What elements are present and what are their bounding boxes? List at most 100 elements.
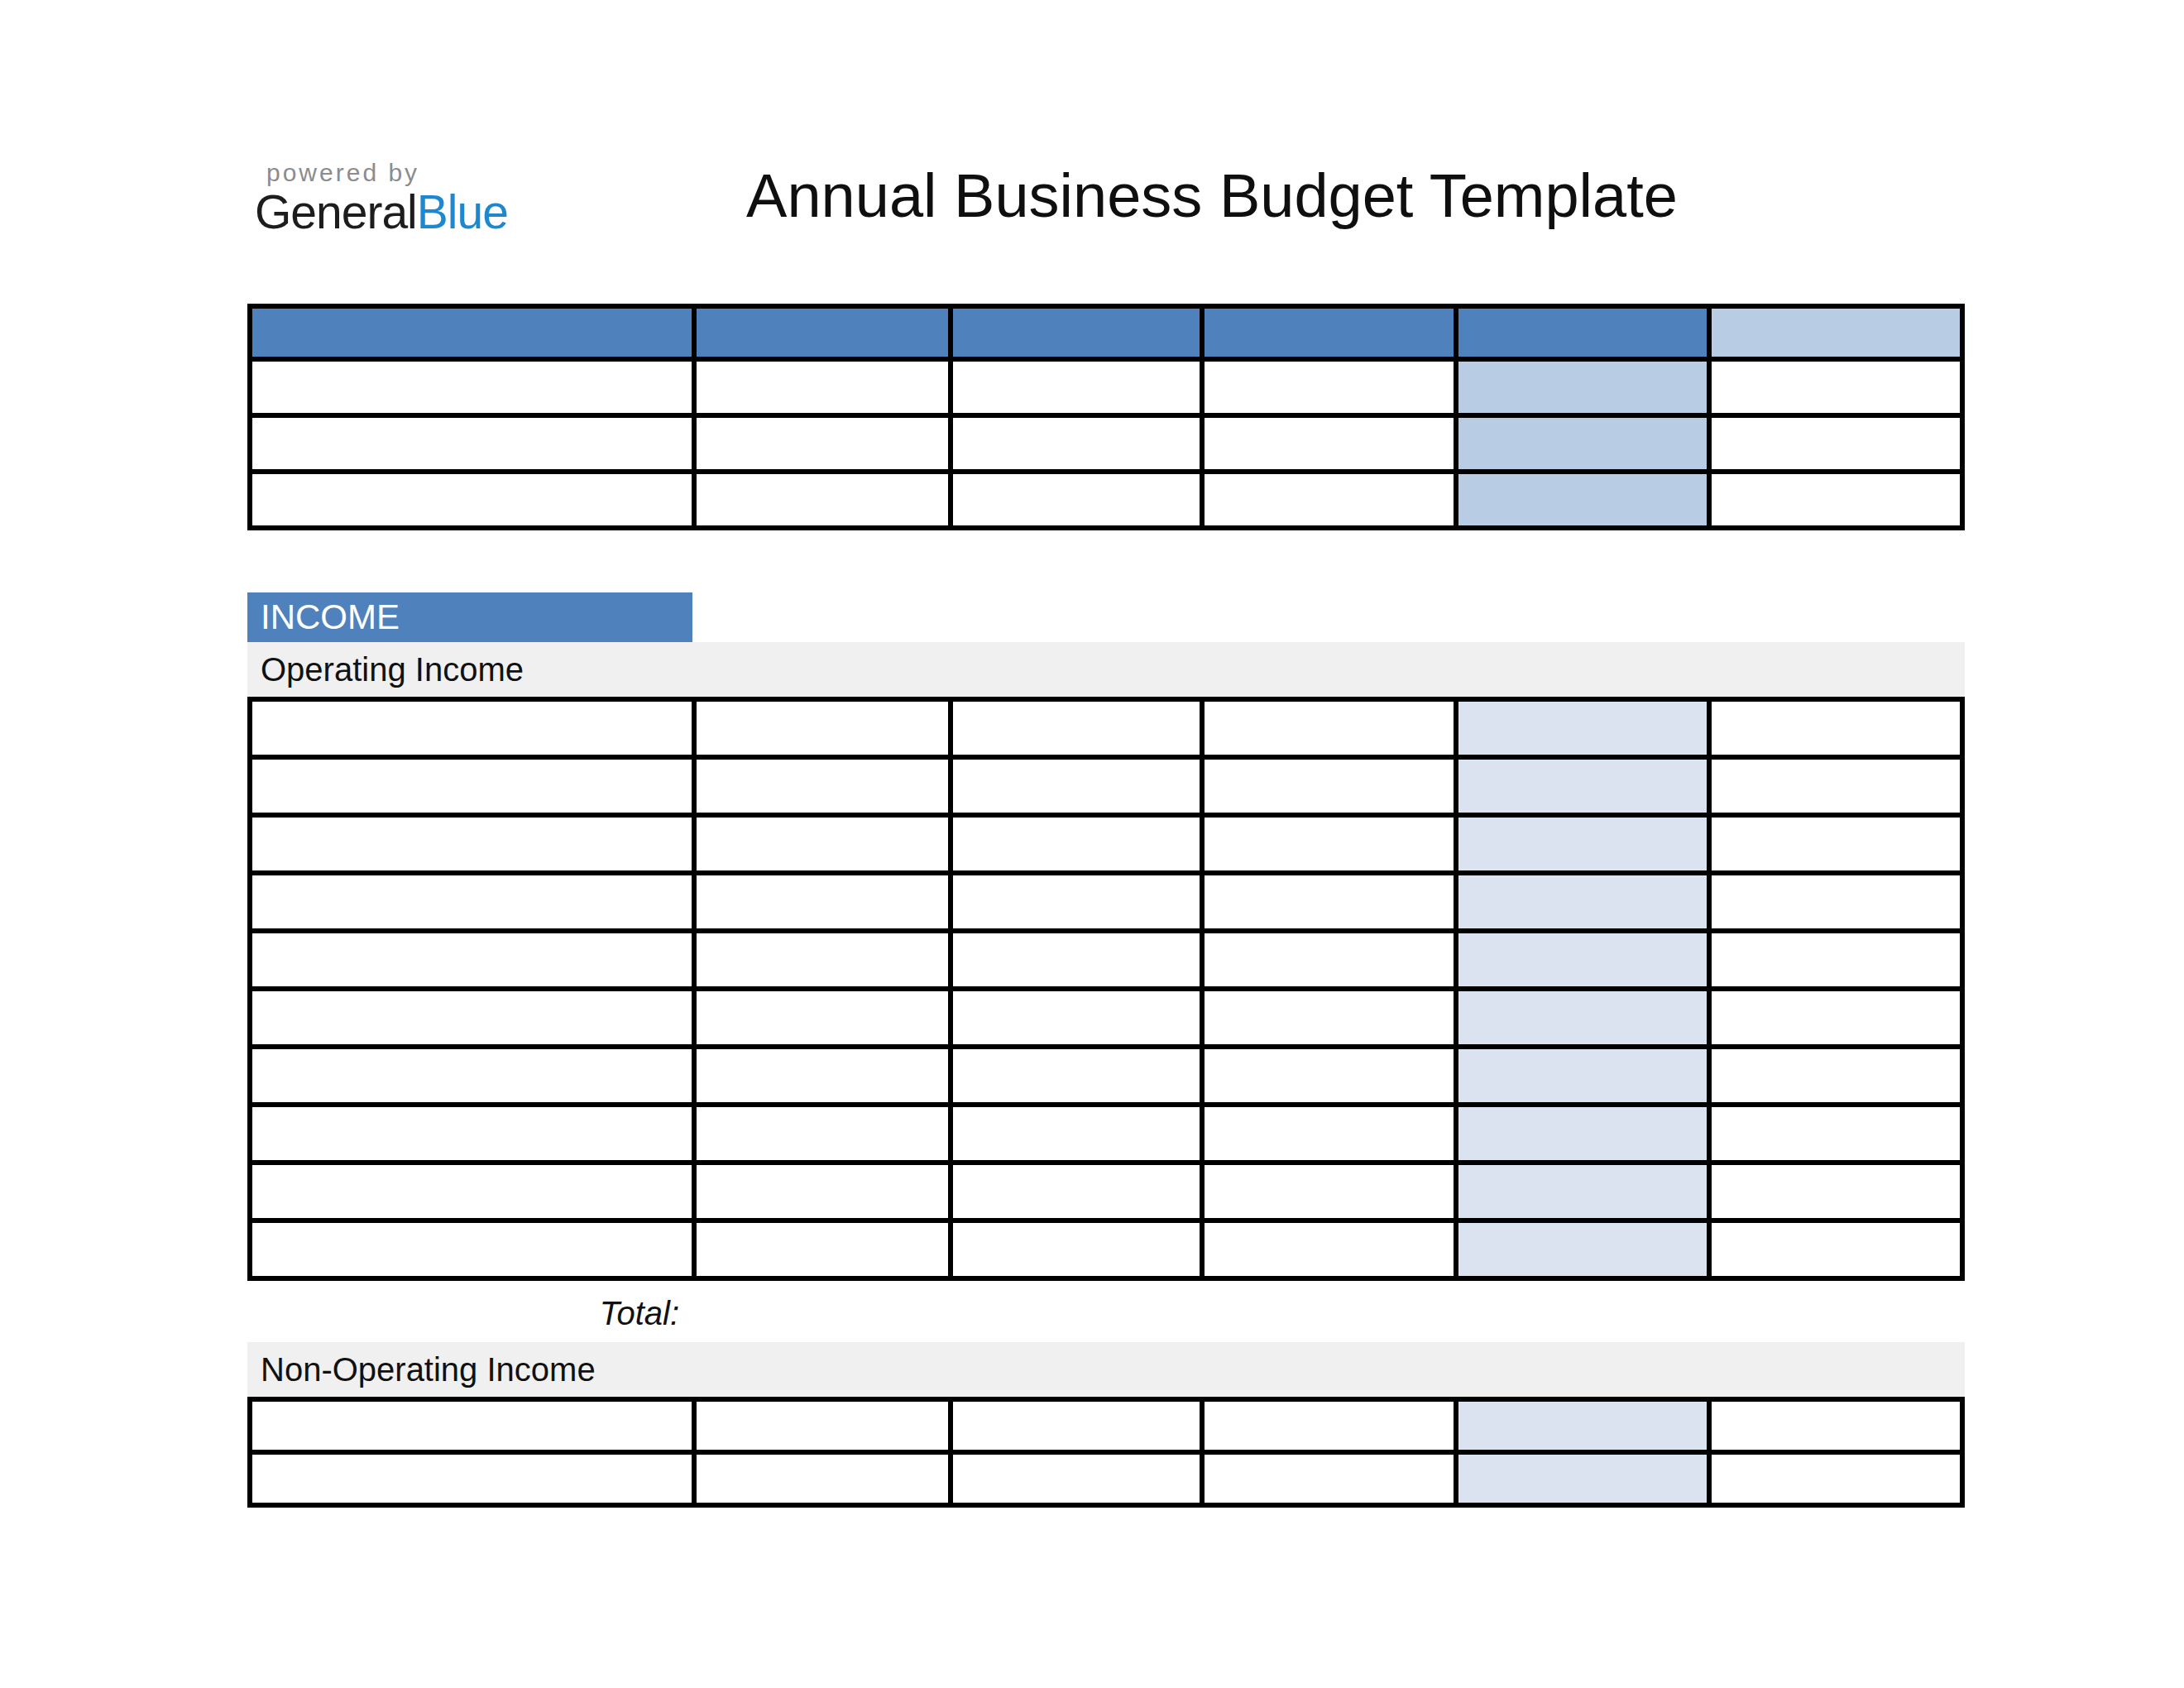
non-operating-income-cell[interactable] [953, 1455, 1200, 1503]
operating-income-cell[interactable] [1205, 1165, 1454, 1218]
summary-row-label [252, 418, 692, 469]
operating-income-cell[interactable] [1458, 1107, 1707, 1160]
summary-value-cell[interactable] [1712, 418, 1960, 469]
operating-income-cell[interactable] [697, 933, 948, 986]
summary-value-cell[interactable] [697, 362, 948, 413]
operating-income-cell[interactable] [1205, 760, 1454, 813]
non-operating-income-cell[interactable] [1712, 1455, 1960, 1503]
operating-income-cell[interactable] [697, 1223, 948, 1276]
operating-income-cell[interactable] [1712, 1049, 1960, 1102]
operating-income-cell[interactable] [697, 818, 948, 870]
operating-income-cell[interactable] [1712, 1165, 1960, 1218]
operating-income-cell[interactable] [252, 818, 692, 870]
income-section-header: INCOME [247, 592, 692, 642]
operating-income-cell[interactable] [252, 1165, 692, 1218]
operating-income-cell[interactable] [953, 818, 1200, 870]
operating-income-cell[interactable] [1458, 760, 1707, 813]
operating-income-cell[interactable] [697, 991, 948, 1044]
budget-template-page: powered by GeneralBlue Annual Business B… [0, 0, 2184, 1688]
operating-income-cell[interactable] [1712, 702, 1960, 755]
operating-income-cell[interactable] [1205, 1223, 1454, 1276]
summary-header-apr [1712, 309, 1960, 357]
operating-income-cell[interactable] [953, 1049, 1200, 1102]
summary-header-summary [252, 309, 692, 357]
non-operating-income-cell[interactable] [1205, 1402, 1454, 1450]
operating-income-cell[interactable] [1458, 818, 1707, 870]
non-operating-income-band: Non-Operating Income [247, 1342, 1965, 1397]
operating-income-cell[interactable] [252, 1049, 692, 1102]
operating-income-cell[interactable] [1712, 991, 1960, 1044]
operating-income-cell[interactable] [1205, 702, 1454, 755]
summary-value-cell[interactable] [697, 418, 948, 469]
summary-header-jan [697, 309, 948, 357]
operating-income-cell[interactable] [1205, 1107, 1454, 1160]
operating-income-cell[interactable] [953, 1107, 1200, 1160]
operating-income-cell[interactable] [1458, 933, 1707, 986]
operating-income-cell[interactable] [1458, 991, 1707, 1044]
operating-income-cell[interactable] [252, 875, 692, 928]
operating-income-cell[interactable] [252, 760, 692, 813]
operating-income-band: Operating Income [247, 642, 1965, 697]
brand-general-text: General [255, 185, 417, 238]
non-operating-income-cell[interactable] [697, 1455, 948, 1503]
summary-header-feb [953, 309, 1200, 357]
non-operating-income-cell[interactable] [1712, 1402, 1960, 1450]
operating-income-cell[interactable] [252, 991, 692, 1044]
operating-income-cell[interactable] [697, 702, 948, 755]
operating-income-cell[interactable] [953, 875, 1200, 928]
non-operating-income-cell[interactable] [1458, 1402, 1707, 1450]
operating-income-cell[interactable] [1205, 875, 1454, 928]
brand-wordmark: GeneralBlue [255, 187, 508, 237]
operating-income-cell[interactable] [252, 1107, 692, 1160]
operating-income-cell[interactable] [252, 1223, 692, 1276]
operating-income-cell[interactable] [1205, 818, 1454, 870]
operating-income-cell[interactable] [953, 933, 1200, 986]
summary-value-cell[interactable] [1205, 474, 1454, 525]
non-operating-income-cell[interactable] [252, 1402, 692, 1450]
operating-income-cell[interactable] [1458, 875, 1707, 928]
non-operating-income-cell[interactable] [953, 1402, 1200, 1450]
operating-income-cell[interactable] [1712, 818, 1960, 870]
operating-income-cell[interactable] [1712, 1107, 1960, 1160]
operating-income-total-label: Total: [247, 1284, 689, 1342]
non-operating-income-cell[interactable] [697, 1402, 948, 1450]
operating-income-cell[interactable] [953, 760, 1200, 813]
summary-value-cell[interactable] [953, 418, 1200, 469]
non-operating-income-cell[interactable] [252, 1455, 692, 1503]
operating-income-cell[interactable] [1205, 991, 1454, 1044]
operating-income-cell[interactable] [1458, 702, 1707, 755]
summary-value-cell[interactable] [1712, 474, 1960, 525]
operating-income-cell[interactable] [1712, 1223, 1960, 1276]
operating-income-cell[interactable] [1712, 933, 1960, 986]
operating-income-cell[interactable] [1458, 1223, 1707, 1276]
operating-income-cell[interactable] [1205, 1049, 1454, 1102]
operating-income-cell[interactable] [1205, 933, 1454, 986]
operating-income-cell[interactable] [953, 1165, 1200, 1218]
summary-value-cell[interactable] [1458, 362, 1707, 413]
operating-income-cell[interactable] [252, 702, 692, 755]
summary-value-cell[interactable] [953, 474, 1200, 525]
non-operating-income-cell[interactable] [1458, 1455, 1707, 1503]
summary-value-cell[interactable] [1458, 474, 1707, 525]
non-operating-income-cell[interactable] [1205, 1455, 1454, 1503]
operating-income-cell[interactable] [697, 760, 948, 813]
summary-value-cell[interactable] [1205, 418, 1454, 469]
summary-value-cell[interactable] [1205, 362, 1454, 413]
operating-income-cell[interactable] [697, 1107, 948, 1160]
summary-value-cell[interactable] [1458, 418, 1707, 469]
operating-income-cell[interactable] [697, 1165, 948, 1218]
operating-income-cell[interactable] [697, 875, 948, 928]
summary-value-cell[interactable] [1712, 362, 1960, 413]
summary-value-cell[interactable] [953, 362, 1200, 413]
operating-income-cell[interactable] [252, 933, 692, 986]
summary-value-cell[interactable] [697, 474, 948, 525]
operating-income-cell[interactable] [1458, 1049, 1707, 1102]
operating-income-cell[interactable] [1458, 1165, 1707, 1218]
summary-row-label [252, 474, 692, 525]
operating-income-cell[interactable] [953, 991, 1200, 1044]
operating-income-cell[interactable] [1712, 760, 1960, 813]
operating-income-cell[interactable] [697, 1049, 948, 1102]
operating-income-cell[interactable] [953, 702, 1200, 755]
operating-income-cell[interactable] [1712, 875, 1960, 928]
operating-income-cell[interactable] [953, 1223, 1200, 1276]
